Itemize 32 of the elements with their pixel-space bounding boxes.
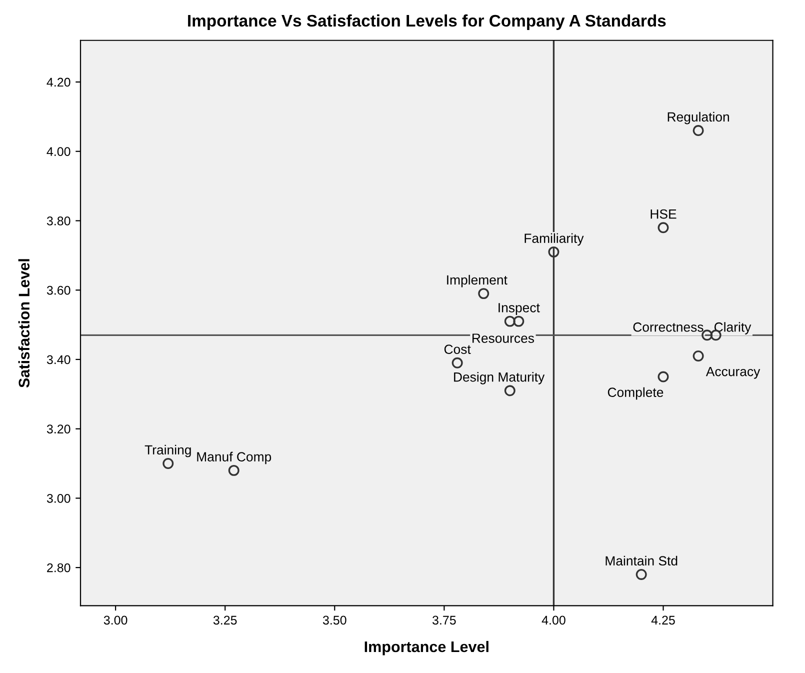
y-tick-label: 3.80 [46, 216, 70, 226]
annotation: Inspect [498, 303, 540, 315]
y-tick-label: 2.80 [47, 563, 70, 572]
annotation: Implement [447, 274, 508, 288]
y-tick-label: 3.60 [46, 286, 70, 295]
x-tick-label: 3.50 [322, 616, 346, 625]
x-tick-label: 4.00 [542, 616, 566, 625]
annotation: Correctness [633, 322, 704, 332]
annotation: HSE [650, 209, 676, 219]
x-tick-label: 3.25 [213, 616, 237, 625]
x-tick-label: 3.75 [432, 616, 456, 625]
annotation: Resources [472, 334, 534, 343]
annotation: Manuf Comp [197, 452, 272, 464]
chart-title: Importance Vs Satisfaction Levels for Company A Standards [188, 14, 666, 30]
annotation: Training [144, 444, 191, 458]
y-tick-label: 3.40 [46, 355, 70, 364]
annotation: Familiarity [524, 233, 584, 246]
y-tick-label: 3.00 [46, 494, 70, 503]
annotation: Cost [444, 344, 471, 354]
y-tick-label: 3.20 [46, 424, 70, 434]
annotation: Complete [608, 387, 664, 400]
x-tick-label: 3.00 [104, 616, 128, 625]
annotation: Accuracy [706, 366, 760, 379]
annotation: Regulation [668, 112, 729, 124]
y-axis-title: Satisfaction Level [18, 259, 30, 388]
annotation: Clarity [714, 322, 752, 334]
y-tick-label: 4.00 [46, 147, 70, 156]
x-axis-title: Importance Level [364, 640, 488, 656]
annotation: Maintain Std [606, 556, 678, 566]
x-tick-label: 4.25 [651, 616, 675, 625]
y-tick-label: 4.20 [46, 78, 70, 87]
annotation: Design Maturity [454, 372, 545, 384]
